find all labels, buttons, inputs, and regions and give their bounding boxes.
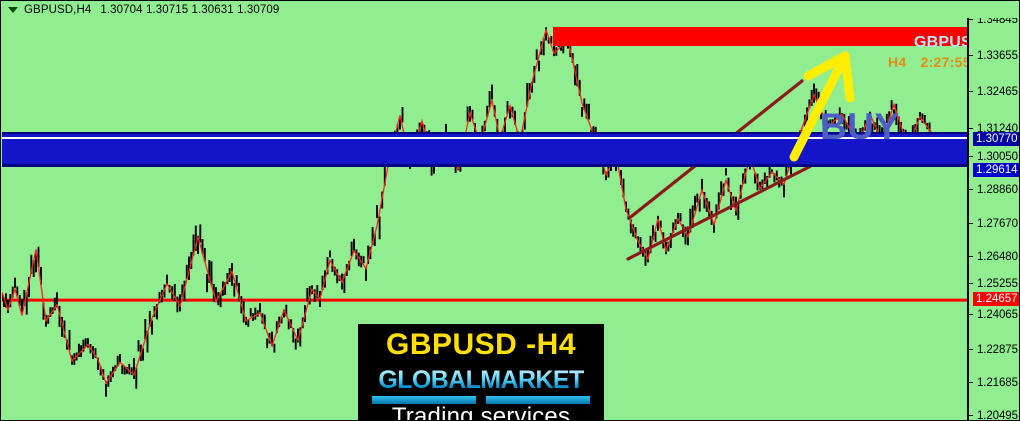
tick-label: 1.22875	[977, 343, 1018, 356]
price-tick: 1.22875	[969, 343, 1019, 356]
tick-label: 1.33655	[977, 49, 1018, 62]
tick-mark	[969, 415, 973, 416]
buy-signal-label: BUY	[820, 106, 900, 147]
tick-label: 1.32465	[977, 85, 1018, 98]
price-tick: 1.24065	[969, 308, 1019, 321]
tick-label: 1.27670	[977, 217, 1018, 230]
tick-label: 1.31240	[977, 122, 1018, 135]
support-zone-midline	[2, 137, 967, 139]
symbol-period-label: GBPUSD,H4	[24, 3, 92, 16]
bid-price-tag: 1.30770	[973, 132, 1019, 146]
resistance-zone	[553, 27, 967, 46]
tick-mark	[969, 128, 973, 129]
up-right-arrow-icon	[789, 51, 855, 162]
tick-mark	[969, 55, 973, 56]
price-tick: 1.20495	[969, 409, 1019, 421]
tick-label: 1.21685	[977, 376, 1018, 389]
support-price-tag: 1.29614	[973, 163, 1019, 177]
bar-countdown-timer: H4 2:27:55	[888, 54, 967, 70]
tick-mark	[969, 256, 973, 257]
broker-logo: GBPUSD -H4 GLOBALMARKET Trading services	[358, 324, 604, 421]
chart-plot-area[interactable]: GBPUSD H4 2:27:55 BUY GBPUSD -H4 GLOBALMA…	[2, 18, 967, 421]
price-tick: 1.25255	[969, 277, 1019, 290]
tick-mark	[969, 223, 973, 224]
countdown-value: 2:27:55	[920, 54, 968, 70]
price-tick: 1.33655	[969, 49, 1019, 62]
logo-pair-title: GBPUSD -H4	[385, 328, 577, 361]
price-tick: 1.26480	[969, 250, 1019, 263]
tick-label: 1.20495	[977, 409, 1018, 421]
tick-mark	[969, 349, 973, 350]
chart-info-bar: GBPUSD,H4 1.30704 1.30715 1.30631 1.3070…	[1, 1, 1019, 18]
tick-mark	[969, 189, 973, 190]
tick-label: 1.26480	[977, 250, 1018, 263]
support-zone-bottom-edge	[2, 164, 967, 167]
tick-label: 1.25255	[977, 277, 1018, 290]
tick-label: 1.30050	[977, 150, 1018, 163]
tick-mark	[969, 382, 973, 383]
tick-mark	[969, 19, 973, 20]
logo-brand-name: GLOBALMARKET	[358, 368, 604, 393]
support-zone-top-edge	[2, 132, 967, 134]
price-tick: 1.21685	[969, 376, 1019, 389]
stop-price-tag: 1.24657	[973, 292, 1019, 306]
tick-mark	[969, 91, 973, 92]
price-tick: 1.30050	[969, 150, 1019, 163]
logo-underline-right	[486, 396, 590, 404]
tick-label: 1.28860	[977, 183, 1018, 196]
tick-mark	[969, 314, 973, 315]
price-tick: 1.27670	[969, 217, 1019, 230]
ohlc-values: 1.30704 1.30715 1.30631 1.30709	[100, 3, 280, 16]
tick-mark	[969, 156, 973, 157]
tick-mark	[969, 283, 973, 284]
chevron-down-icon[interactable]	[8, 6, 18, 13]
price-scale[interactable]: 1.34845 1.33655 1.32465 1.31240 1.30050 1.288…	[967, 14, 1019, 421]
timeframe-label: H4	[888, 54, 907, 70]
price-tick: 1.32465	[969, 85, 1019, 98]
logo-underline-left	[372, 396, 476, 404]
price-tick: 1.28860	[969, 183, 1019, 196]
tick-label: 1.24065	[977, 308, 1018, 321]
price-tick: 1.31240	[969, 122, 1019, 135]
logo-tagline: Trading services	[391, 403, 571, 421]
symbol-watermark: GBPUSD	[914, 34, 967, 51]
